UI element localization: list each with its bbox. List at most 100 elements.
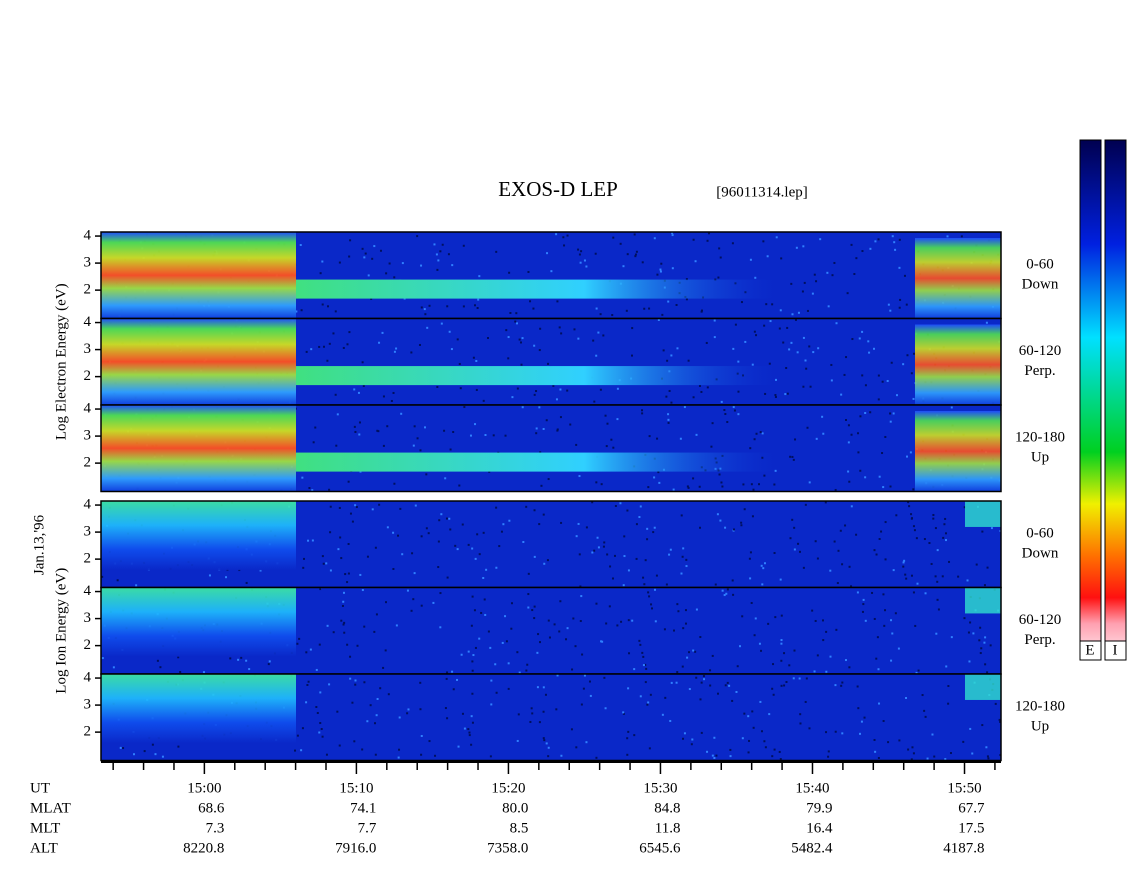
spectrogram-speckle — [315, 706, 318, 709]
spectrogram-speckle — [755, 334, 758, 337]
spectrogram-speckle — [653, 237, 656, 240]
spectrogram-speckle — [626, 737, 629, 740]
spectrogram-speckle — [802, 336, 805, 339]
spectrogram-speckle — [473, 609, 476, 612]
spectrogram-speckle — [307, 539, 310, 542]
orbit-row-name: ALT — [30, 840, 58, 856]
spectrogram-speckle — [850, 433, 853, 436]
spectrogram-speckle — [556, 300, 559, 303]
spectrogram-speckle — [472, 356, 475, 359]
spectrogram-speckle — [758, 642, 761, 645]
spectrogram-speckle — [326, 359, 329, 362]
spectrogram-speckle — [531, 609, 534, 612]
spectrogram-speckle — [774, 394, 777, 397]
spectrogram-speckle — [329, 531, 332, 534]
spectrogram-speckle — [609, 565, 612, 568]
spectrogram-speckle — [931, 733, 934, 736]
spectrogram-speckle — [436, 268, 439, 271]
spectrogram-speckle — [595, 756, 598, 759]
spectrogram-speckle — [944, 532, 947, 535]
spectrogram-speckle — [401, 262, 404, 265]
spectrogram-speckle — [882, 593, 885, 596]
spectrogram-speckle — [305, 651, 308, 654]
spectrogram-speckle — [420, 264, 423, 267]
orbit-value: 74.1 — [350, 800, 376, 816]
spectrogram-speckle — [824, 501, 827, 504]
spectrogram-speckle — [685, 565, 688, 568]
spectrogram-speckle — [724, 526, 727, 529]
spectrogram-speckle — [681, 665, 684, 668]
spectrogram-speckle — [924, 715, 927, 718]
spectrogram-speckle — [882, 486, 885, 489]
spectrogram-speckle — [711, 422, 714, 425]
spectrogram-speckle — [655, 574, 658, 577]
spectrogram-speckle — [583, 259, 586, 262]
spectrogram-speckle — [533, 617, 536, 620]
spectrogram-speckle — [498, 545, 501, 548]
spectrogram-speckle — [366, 720, 369, 723]
spectrogram-speckle — [791, 455, 794, 458]
spectrogram-speckle — [998, 718, 1001, 721]
x-tick-label: 15:30 — [643, 780, 677, 796]
spectrogram-speckle — [985, 321, 988, 324]
spectrogram-speckle — [682, 737, 685, 740]
spectrogram-speckle — [310, 348, 313, 351]
y-tick-label: 2 — [84, 455, 92, 471]
spectrogram-speckle — [861, 610, 864, 613]
spectrogram-speckle — [881, 380, 884, 383]
spectrogram-speckle — [766, 255, 769, 258]
spectrogram-speckle — [847, 470, 850, 473]
spectrogram-speckle — [850, 243, 853, 246]
spectrogram-speckle — [869, 247, 872, 250]
spectrogram-speckle — [622, 711, 625, 714]
spectrogram-speckle — [484, 613, 487, 616]
spectrogram-speckle — [483, 598, 486, 601]
spectrogram-speckle — [318, 643, 321, 646]
spectrogram-speckle — [802, 245, 805, 248]
spectrogram-speckle — [627, 687, 630, 690]
spectrogram-speckle — [259, 569, 262, 572]
spectrogram-speckle — [646, 538, 649, 541]
spectrogram-speckle — [753, 634, 756, 637]
spectrogram-speckle — [947, 702, 950, 705]
spectrogram-speckle — [724, 413, 727, 416]
spectrogram-speckle — [556, 428, 559, 431]
spectrogram-speckle — [830, 379, 833, 382]
spectrogram-speckle — [726, 421, 729, 424]
spectrogram-speckle — [932, 517, 935, 520]
spectrogram-speckle — [471, 547, 474, 550]
spectrogram-speckle — [443, 429, 446, 432]
spectrogram-speckle — [538, 641, 541, 644]
spectrogram-speckle — [296, 642, 299, 645]
spectrogram-speckle — [805, 677, 808, 680]
spectrogram-speckle — [449, 528, 452, 531]
orbit-row-name: MLT — [30, 820, 60, 836]
spectrogram-speckle — [685, 278, 688, 281]
spectrogram-speckle — [342, 623, 345, 626]
spectrogram-speckle — [731, 699, 734, 702]
spectrogram-speckle — [627, 730, 630, 733]
spectrogram-speckle — [302, 557, 305, 560]
spectrogram-speckle — [966, 579, 969, 582]
spectrogram-speckle — [695, 433, 698, 436]
spectrogram-speckle — [606, 422, 609, 425]
spectrogram-speckle — [177, 745, 180, 748]
spectrogram-speckle — [348, 331, 351, 334]
x-tick-label: 15:40 — [795, 780, 829, 796]
spectrogram-speckle — [507, 662, 510, 665]
panel-frame — [100, 673, 1002, 762]
spectrogram-region — [915, 411, 1001, 492]
spectrogram-speckle — [476, 307, 479, 310]
spectrogram-speckle — [398, 748, 401, 751]
spectrogram-speckle — [426, 326, 429, 329]
spectrogram-speckle — [805, 367, 808, 370]
spectrogram-speckle — [634, 253, 637, 256]
spectrogram-speckle — [527, 270, 530, 273]
spectrogram-speckle — [540, 484, 543, 487]
spectrogram-speckle — [616, 418, 619, 421]
spectrogram-speckle — [980, 647, 983, 650]
spectrogram-speckle — [670, 401, 673, 404]
spectrogram-speckle — [843, 373, 846, 376]
spectrogram-speckle — [891, 235, 894, 238]
spectrogram-region — [915, 238, 1001, 319]
